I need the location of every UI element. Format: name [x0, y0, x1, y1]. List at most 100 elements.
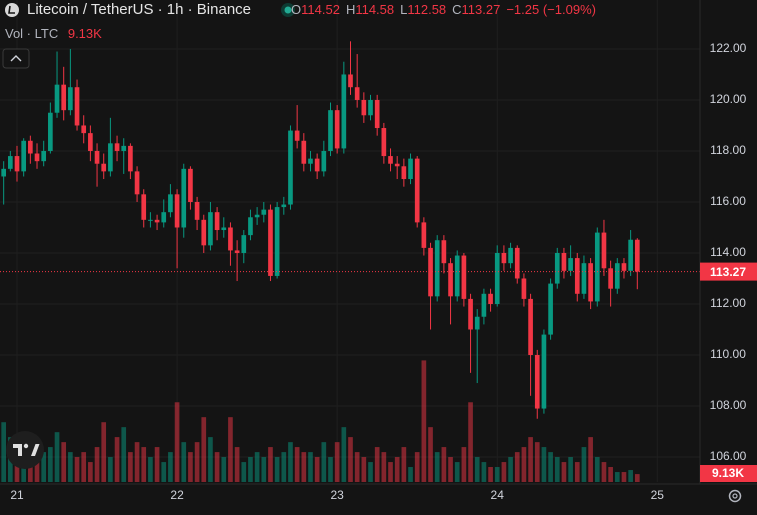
candle-body — [601, 232, 607, 269]
volume-bar — [288, 442, 293, 482]
ohlc-letter: C — [452, 2, 462, 17]
candle-body — [228, 227, 233, 251]
volume-bar — [461, 447, 467, 482]
volume-bar — [428, 427, 433, 482]
y-tick-label: 110.00 — [710, 347, 746, 361]
volume-bar — [321, 442, 327, 482]
symbol-icon — [5, 3, 19, 17]
candle-body — [421, 222, 427, 248]
open-value: 114.52 — [301, 2, 340, 17]
candle-body — [341, 74, 347, 149]
candle-body — [281, 204, 287, 208]
volume-bar — [314, 457, 320, 482]
volume-bar — [88, 462, 93, 482]
volume-bar — [554, 457, 560, 482]
candle-body — [181, 168, 187, 228]
candle-body — [308, 158, 313, 164]
x-tick-label: 24 — [491, 488, 505, 502]
volume-bar — [621, 472, 627, 482]
candle-body — [608, 268, 613, 289]
volume-bar — [301, 452, 307, 482]
volume-bar — [208, 437, 213, 482]
volume-bar — [121, 427, 127, 482]
volume-bar — [114, 437, 120, 482]
candle-body — [328, 110, 333, 151]
volume-bar — [421, 360, 427, 482]
candle-body — [1, 168, 7, 177]
y-tick-label: 122.00 — [710, 41, 747, 55]
volume-bar — [101, 422, 107, 482]
candle-body — [628, 239, 633, 271]
y-tick-label: 108.00 — [710, 398, 747, 412]
ohlc-letter: L — [400, 2, 408, 17]
x-tick-label: 21 — [10, 488, 24, 502]
volume-bar — [348, 437, 353, 482]
volume-bar — [141, 447, 147, 482]
candle-body — [21, 140, 27, 172]
volume-bar — [254, 452, 260, 482]
candle-body — [374, 99, 380, 129]
settings-button[interactable] — [728, 489, 742, 503]
volume-value: 9.13K — [67, 26, 102, 41]
last-price-label: 113.27 — [710, 265, 746, 279]
candle-body — [381, 128, 387, 157]
volume-bar — [561, 462, 567, 482]
candle-body — [321, 150, 327, 172]
volume-bar — [261, 457, 267, 482]
candle-body — [401, 166, 407, 180]
volume-legend: Vol · LTC 9.13K — [5, 26, 102, 41]
candle-body — [494, 252, 500, 304]
volume-bar — [548, 452, 553, 482]
candle-body — [268, 209, 273, 276]
candle-body — [8, 156, 13, 169]
candle-body — [334, 110, 340, 149]
volume-bar — [634, 474, 640, 482]
candle-body — [168, 194, 173, 213]
volume-bar — [134, 442, 140, 482]
candle-body — [221, 227, 227, 231]
volume-bar — [448, 457, 453, 482]
volume-bar — [221, 457, 227, 482]
volume-bar — [388, 462, 393, 482]
candle-body — [528, 298, 533, 355]
candle-body — [581, 263, 587, 294]
candle-body — [488, 293, 493, 304]
header: Litecoin / TetherUS · 1h · Binance O 114.… — [27, 1, 596, 18]
collapse-button[interactable] — [2, 48, 30, 69]
candle-body — [461, 255, 467, 299]
volume-bar — [401, 447, 407, 482]
last-price-box — [700, 262, 757, 281]
volume-bar — [501, 462, 507, 482]
candle-body — [408, 158, 413, 180]
volume-bar — [441, 447, 447, 482]
candle-body — [74, 87, 80, 126]
volume-bar — [274, 457, 280, 482]
candle-body — [101, 163, 107, 172]
candle-body — [34, 153, 40, 162]
candle-body — [301, 140, 307, 164]
volume-bar — [434, 452, 440, 482]
y-tick-label: 114.00 — [710, 245, 746, 259]
candle-body — [68, 87, 73, 111]
volume-bar — [154, 447, 160, 482]
candle-body — [134, 171, 140, 195]
volume-bar — [194, 442, 200, 482]
volume-bar — [608, 467, 613, 482]
volume-bar — [381, 452, 387, 482]
candle-body — [154, 219, 160, 223]
tradingview-logo[interactable] — [6, 431, 44, 469]
volume-bar — [568, 457, 573, 482]
volume-bar — [408, 467, 413, 482]
candle-body — [174, 194, 180, 228]
change-value: −1.25 (−1.09%) — [506, 2, 596, 17]
candle-body — [194, 201, 200, 220]
volume-bar — [81, 452, 87, 482]
candle-body — [94, 150, 100, 164]
volume-bar — [601, 462, 607, 482]
volume-bar — [74, 457, 80, 482]
market-status-icon — [281, 3, 295, 17]
volume-bar — [468, 402, 473, 482]
volume-bar — [228, 417, 233, 482]
